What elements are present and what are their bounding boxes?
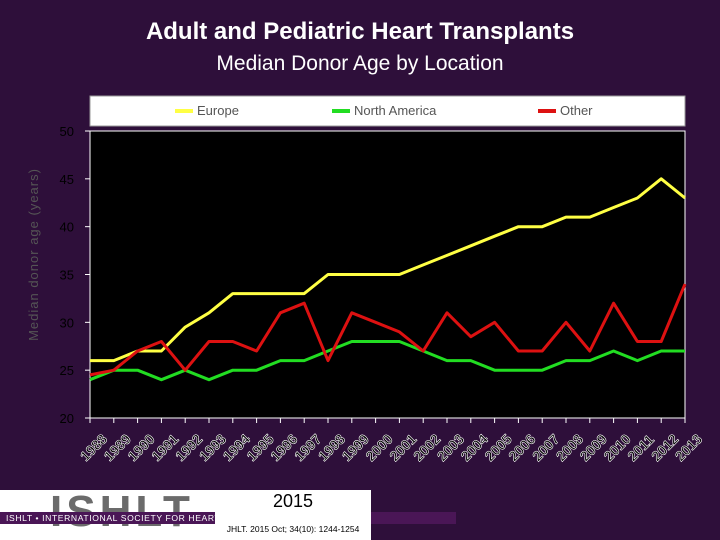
y-tick-label: 25 (60, 363, 74, 378)
y-tick-label: 50 (60, 124, 74, 139)
series-line-europe (90, 177, 686, 363)
legend-label-north-america: North America (354, 103, 437, 118)
y-tick-label: 20 (60, 411, 74, 426)
y-tick-label: 45 (60, 172, 74, 187)
chart-title: Adult and Pediatric Heart Transplants (145, 18, 575, 45)
y-axis-label: Median donor age (years) (26, 168, 41, 341)
y-tick-label: 30 (60, 315, 74, 330)
series-line-other (89, 283, 687, 377)
series-line-north-america (89, 340, 685, 382)
logo-word: ISHLT (50, 490, 194, 534)
y-tick-label: 35 (60, 268, 74, 283)
x-tick-label: 2013 (672, 431, 705, 464)
line-chart: Europe North America Other 20 25 30 35 40 45 50 Me… (26, 95, 706, 464)
legend-label-other: Other (560, 103, 593, 118)
citation-box: 2015 JHLT. 2015 Oct; 34(10): 1244-1254 (215, 490, 371, 540)
chart-subtitle: Median Donor Age by Location (216, 52, 504, 75)
report-year: 2015 (272, 491, 314, 511)
journal-citation: JHLT. 2015 Oct; 34(10): 1244-1254 (226, 524, 360, 534)
legend-label-europe: Europe (197, 103, 239, 118)
y-tick-label: 40 (60, 220, 74, 235)
